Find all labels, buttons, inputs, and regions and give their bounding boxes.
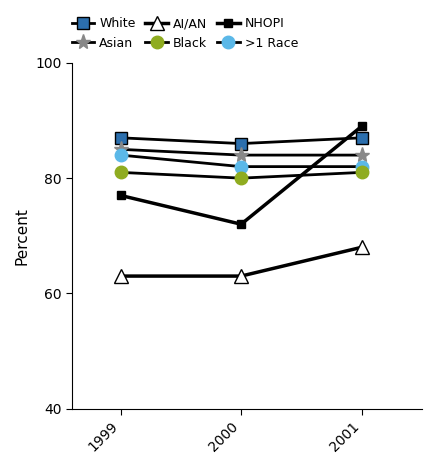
Legend: White, Asian, AI/AN, Black, NHOPI, >1 Race: White, Asian, AI/AN, Black, NHOPI, >1 Ra… xyxy=(72,17,298,50)
Y-axis label: Percent: Percent xyxy=(15,207,30,265)
